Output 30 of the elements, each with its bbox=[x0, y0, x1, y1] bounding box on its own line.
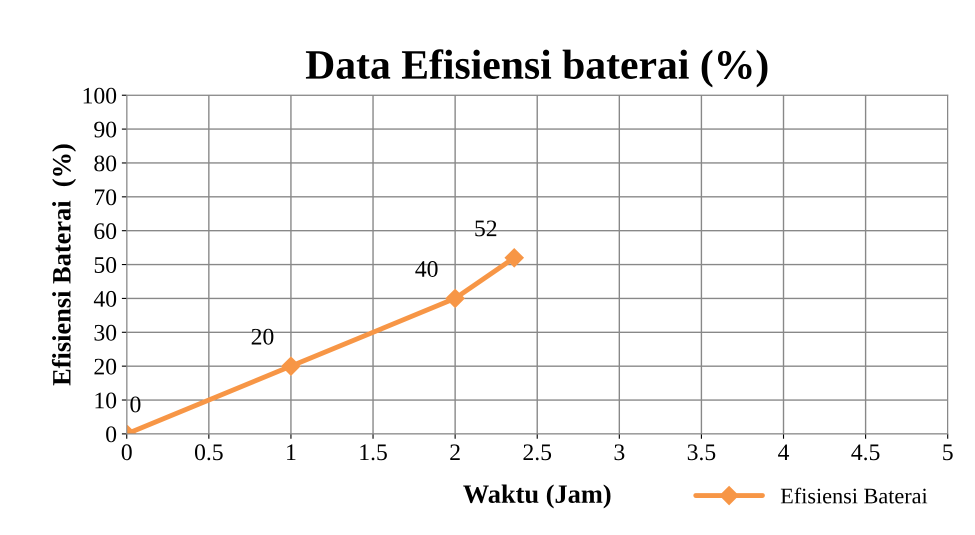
x-tick-label: 3.5 bbox=[688, 444, 716, 460]
x-axis-title: Waktu (Jam) bbox=[463, 484, 610, 508]
x-tick-label: 1 bbox=[287, 444, 296, 460]
y-tick-label: 90 bbox=[94, 122, 116, 138]
y-tick-label: 100 bbox=[84, 88, 116, 104]
y-tick-label: 60 bbox=[94, 223, 116, 240]
y-tick-label: 20 bbox=[94, 358, 116, 375]
x-tick-label: 0.5 bbox=[194, 444, 223, 460]
x-tick-label: 4 bbox=[778, 444, 790, 460]
chart-title: Data Efisiensi baterai (%) bbox=[306, 49, 768, 88]
data-label: 40 bbox=[415, 261, 438, 277]
x-tick-label: 4.5 bbox=[851, 444, 880, 460]
x-tick-label: 2 bbox=[450, 444, 460, 460]
y-tick-label: 40 bbox=[94, 290, 116, 307]
x-tick-label: 5 bbox=[943, 444, 953, 460]
y-tick-label: 0 bbox=[106, 426, 116, 442]
data-label: 0 bbox=[130, 396, 140, 412]
data-label: 20 bbox=[252, 328, 274, 345]
y-tick-label: 30 bbox=[94, 324, 116, 341]
x-tick-label: 1.5 bbox=[360, 444, 387, 460]
x-tick-label: 3 bbox=[614, 444, 624, 460]
x-tick-label: 2.5 bbox=[524, 444, 552, 460]
y-tick-label: 70 bbox=[94, 189, 116, 206]
y-tick-label: 50 bbox=[94, 257, 116, 273]
legend-label: Efisiensi Baterai bbox=[780, 488, 928, 504]
data-label: 52 bbox=[475, 220, 496, 236]
y-tick-label: 80 bbox=[94, 155, 116, 172]
y-tick-label: 10 bbox=[95, 392, 116, 408]
x-tick-label: 0 bbox=[122, 444, 132, 460]
y-axis-title: Efisiensi Baterai (%) bbox=[52, 144, 76, 386]
